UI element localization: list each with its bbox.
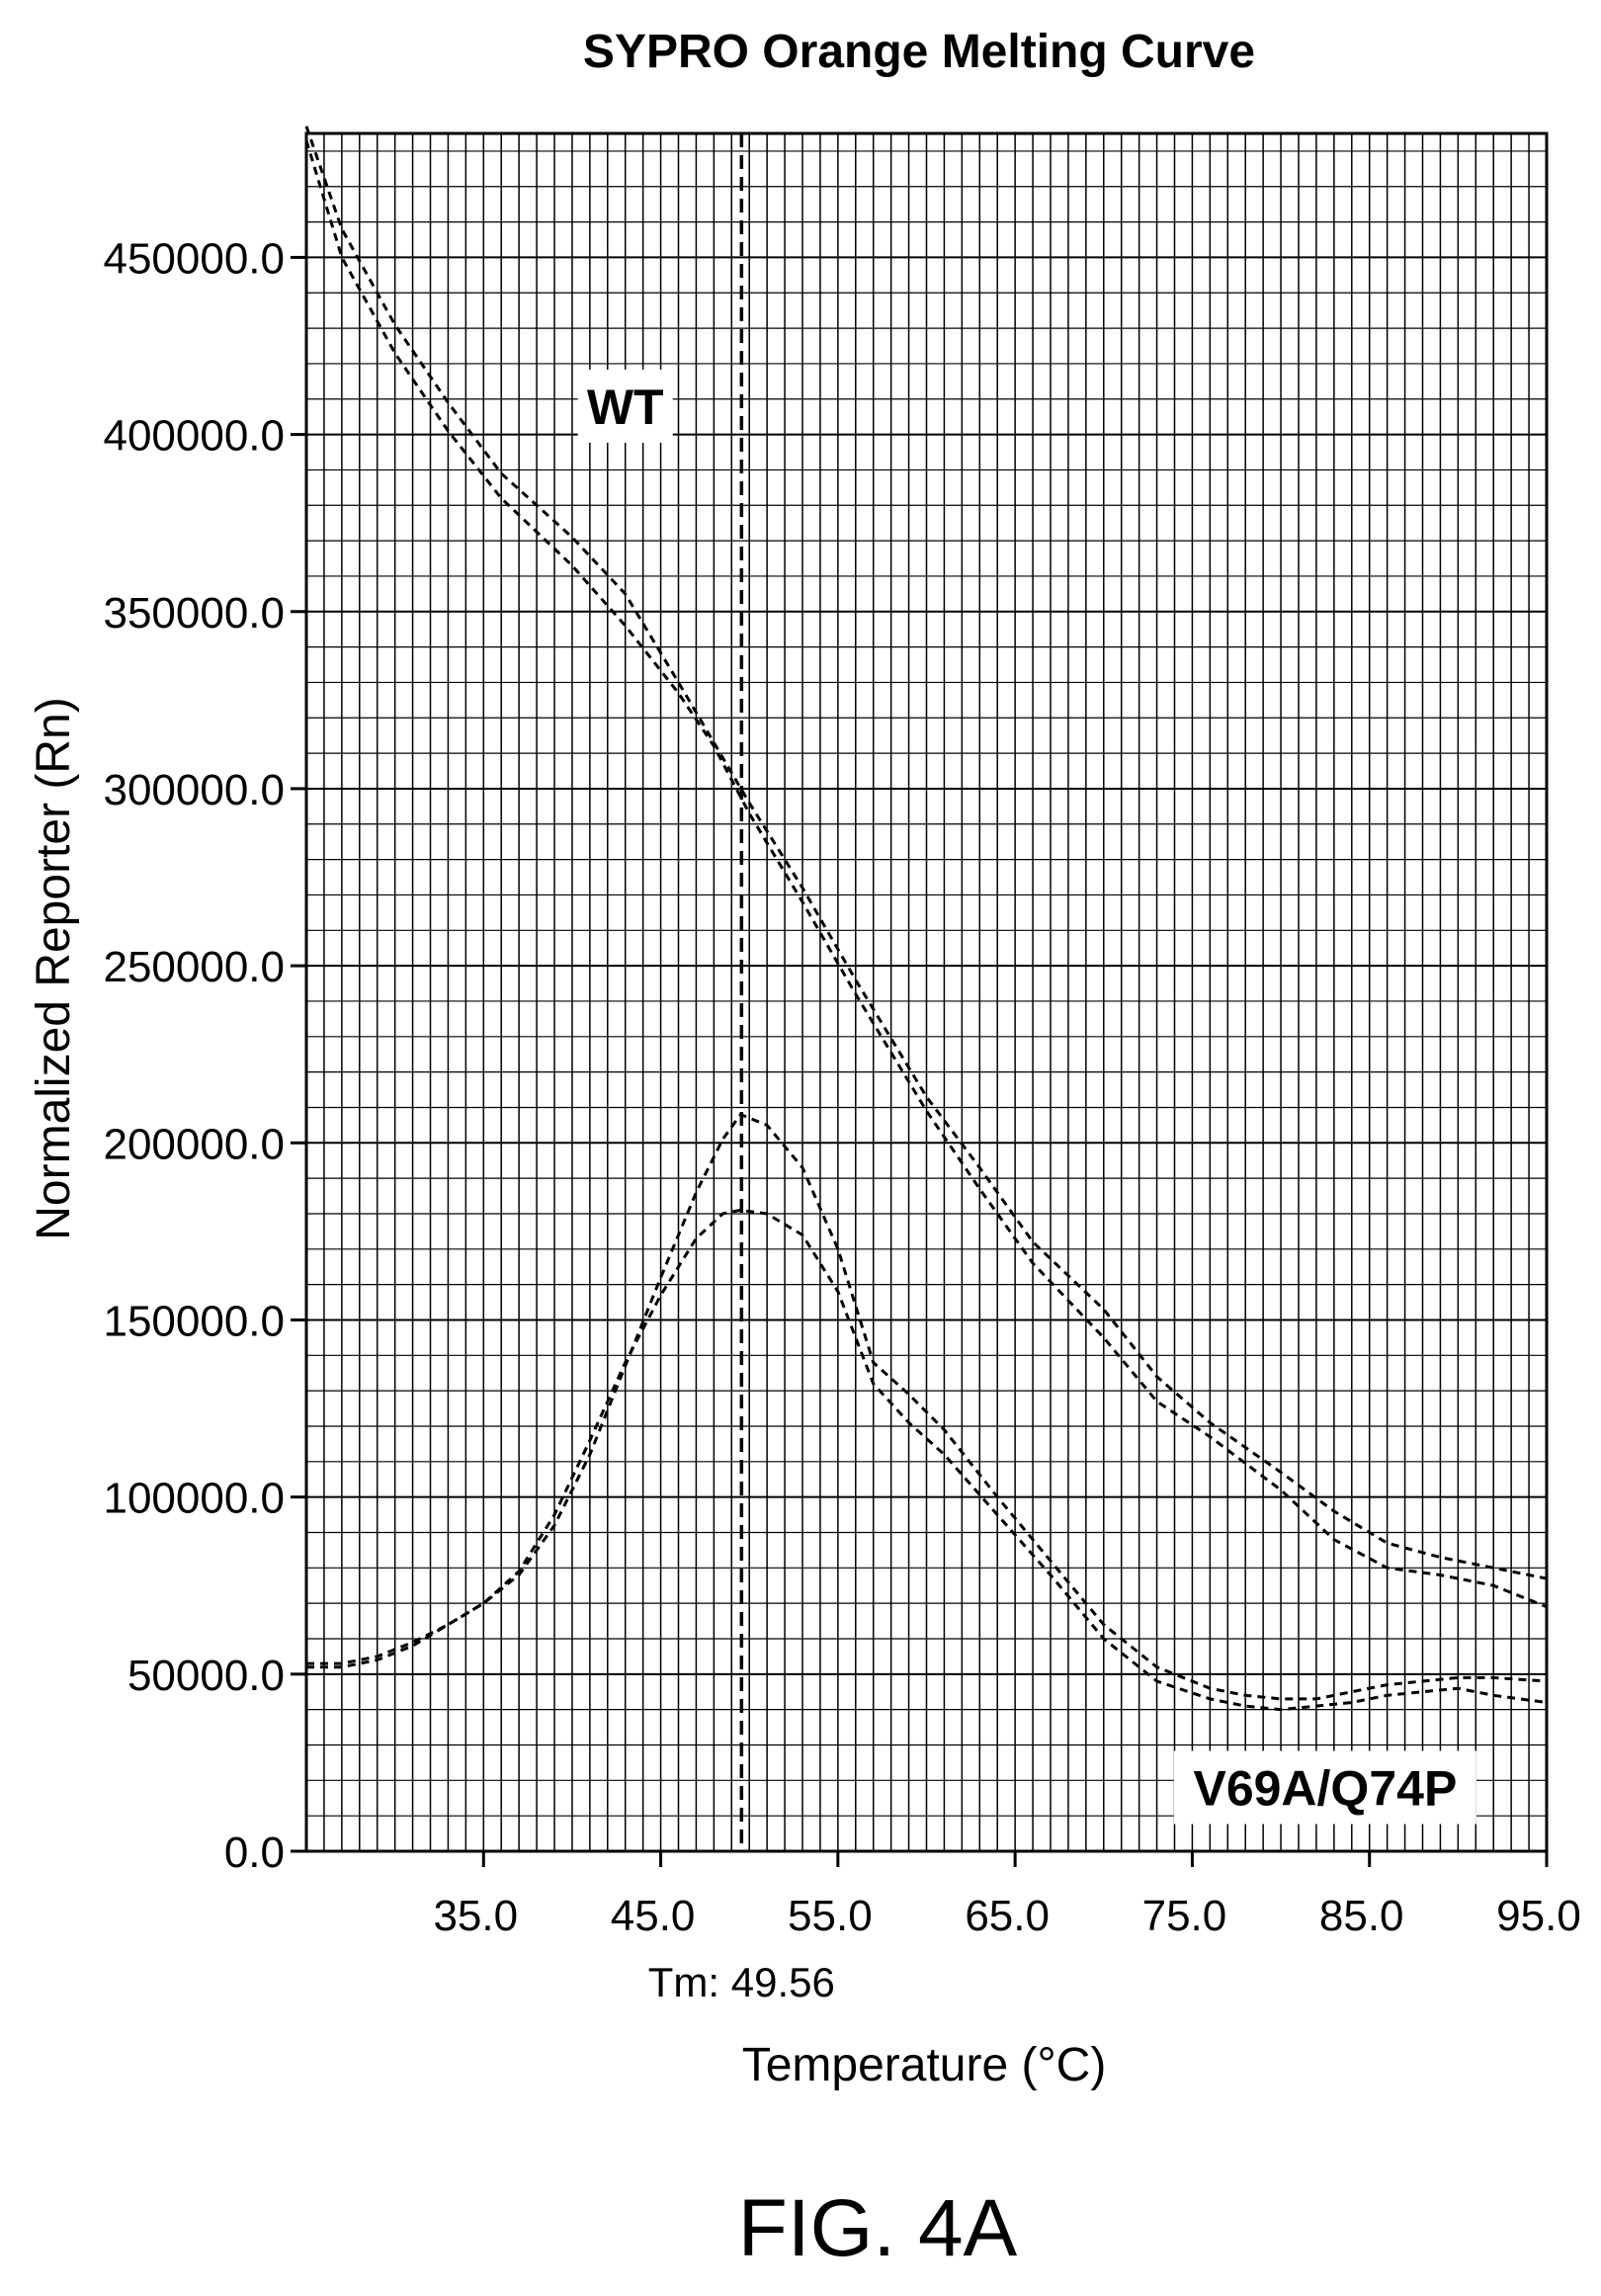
x-tick-label: 75.0 bbox=[1142, 1892, 1227, 1940]
tm-label: Tm: 49.56 bbox=[648, 1959, 835, 2005]
annotation-box bbox=[1173, 1750, 1476, 1825]
y-tick-label: 50000.0 bbox=[127, 1652, 285, 1700]
x-tick-label: 45.0 bbox=[611, 1892, 696, 1940]
x-tick-label: 85.0 bbox=[1319, 1892, 1404, 1940]
x-tick-label: 65.0 bbox=[965, 1892, 1050, 1940]
annotation-label: WT bbox=[587, 380, 664, 435]
y-tick-label: 100000.0 bbox=[103, 1475, 285, 1523]
y-tick-label: 200000.0 bbox=[103, 1120, 285, 1168]
data-series-group bbox=[304, 126, 1548, 1712]
x-tick-label: 35.0 bbox=[433, 1892, 518, 1940]
data-series-line-4 bbox=[306, 1208, 1548, 1712]
data-series-line-1 bbox=[304, 139, 1548, 1609]
y-tick-label: 250000.0 bbox=[103, 943, 285, 991]
y-axis-label: Normalized Reporter (Rn) bbox=[28, 697, 80, 1240]
y-tick-label: 300000.0 bbox=[103, 766, 285, 814]
annotations-group: WT V69A/Q74P bbox=[577, 369, 1476, 1825]
axis-ticks: 35.0 45.0 55.0 65.0 75.0 85.0 95.0 0.0 50000.0 10… bbox=[103, 234, 1580, 1940]
annotation-box bbox=[577, 369, 673, 443]
chart-title: SYPRO Orange Melting Curve bbox=[583, 26, 1255, 78]
y-tick-label: 400000.0 bbox=[103, 412, 285, 461]
x-axis-label: Temperature (°C) bbox=[742, 2039, 1107, 2091]
y-tick-label: 0.0 bbox=[224, 1828, 285, 1877]
y-tick-label: 150000.0 bbox=[103, 1297, 285, 1345]
y-tick-label: 450000.0 bbox=[103, 234, 285, 283]
figure-label: FIG. 4A bbox=[738, 2183, 1018, 2273]
grid bbox=[305, 133, 1548, 1852]
x-tick-label: 95.0 bbox=[1496, 1892, 1581, 1940]
x-tick-label: 55.0 bbox=[788, 1892, 873, 1940]
y-tick-label: 350000.0 bbox=[103, 589, 285, 638]
annotation-label: V69A/Q74P bbox=[1193, 1760, 1457, 1816]
plot-frame bbox=[304, 131, 1549, 1853]
